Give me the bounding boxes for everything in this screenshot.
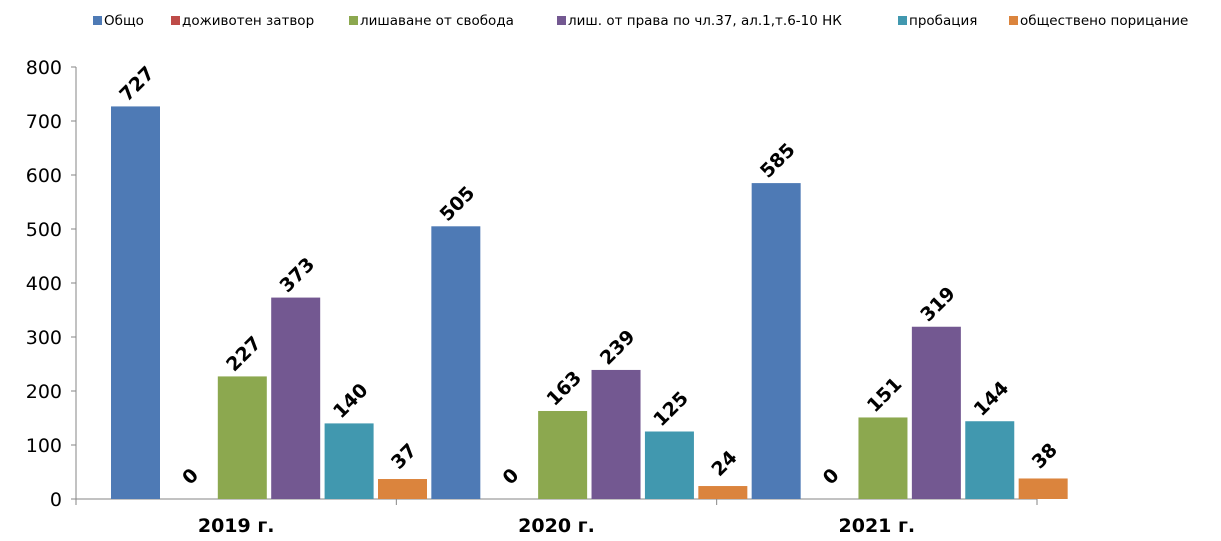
bar bbox=[218, 376, 267, 499]
legend-label: лишаване от свобода bbox=[360, 13, 514, 29]
y-tick-label: 700 bbox=[26, 111, 62, 133]
bar bbox=[645, 432, 694, 500]
legend-label: обществено порицание bbox=[1020, 13, 1188, 29]
bar bbox=[111, 106, 160, 499]
legend-label: лиш. от права по чл.37, ал.1,т.6-10 НК bbox=[568, 13, 842, 29]
bar bbox=[592, 370, 641, 499]
bar bbox=[431, 226, 480, 499]
data-label: 0 bbox=[819, 464, 844, 489]
bar bbox=[325, 423, 374, 499]
legend-item: пробация bbox=[898, 13, 977, 29]
legend-item: Общо bbox=[93, 13, 144, 29]
legend-swatch bbox=[93, 16, 102, 25]
bar bbox=[965, 421, 1014, 499]
legend-swatch bbox=[557, 16, 566, 25]
bar bbox=[912, 327, 961, 499]
data-label: 144 bbox=[970, 377, 1014, 421]
bar bbox=[538, 411, 587, 499]
y-tick-label: 100 bbox=[26, 435, 62, 457]
data-label: 585 bbox=[756, 139, 800, 183]
legend-swatch bbox=[1009, 16, 1018, 25]
x-category-label: 2021 г. bbox=[839, 515, 916, 537]
legend-item: обществено порицание bbox=[1009, 13, 1188, 29]
data-label: 37 bbox=[387, 440, 421, 474]
data-label: 505 bbox=[436, 182, 480, 226]
bar bbox=[698, 486, 747, 499]
data-label: 727 bbox=[115, 62, 159, 106]
legend-label: Общо bbox=[104, 13, 144, 29]
data-label: 38 bbox=[1028, 439, 1062, 473]
legend-item: доживотен затвор bbox=[171, 13, 314, 29]
bar bbox=[271, 298, 320, 499]
y-tick-label: 600 bbox=[26, 165, 62, 187]
y-tick-label: 400 bbox=[26, 273, 62, 295]
data-label: 0 bbox=[498, 464, 523, 489]
data-label: 373 bbox=[276, 253, 320, 297]
data-label: 319 bbox=[916, 283, 960, 327]
data-label: 140 bbox=[329, 379, 373, 423]
bar bbox=[378, 479, 427, 499]
y-tick-label: 500 bbox=[26, 219, 62, 241]
legend-swatch bbox=[349, 16, 358, 25]
legend-swatch bbox=[898, 16, 907, 25]
legend-label: доживотен затвор bbox=[182, 13, 314, 29]
y-tick-label: 800 bbox=[26, 57, 62, 79]
legend-label: пробация bbox=[909, 13, 977, 29]
x-category-label: 2020 г. bbox=[518, 515, 595, 537]
data-label: 24 bbox=[707, 447, 741, 481]
bar bbox=[858, 417, 907, 499]
data-label: 0 bbox=[178, 464, 203, 489]
data-label: 227 bbox=[222, 332, 266, 376]
data-label: 239 bbox=[596, 326, 640, 370]
data-label: 151 bbox=[863, 373, 907, 417]
data-label: 163 bbox=[542, 367, 586, 411]
legend-swatch bbox=[171, 16, 180, 25]
y-tick-label: 300 bbox=[26, 327, 62, 349]
data-label: 125 bbox=[649, 387, 693, 431]
bar bbox=[1019, 478, 1068, 499]
chart-legend: Общо доживотен затвор лишаване от свобода л… bbox=[93, 13, 1188, 29]
legend-item: лиш. от права по чл.37, ал.1,т.6-10 НК bbox=[557, 13, 842, 29]
legend-item: лишаване от свобода bbox=[349, 13, 514, 29]
y-tick-label: 200 bbox=[26, 381, 62, 403]
y-tick-label: 0 bbox=[50, 489, 62, 511]
x-category-label: 2019 г. bbox=[198, 515, 275, 537]
bar bbox=[752, 183, 801, 499]
